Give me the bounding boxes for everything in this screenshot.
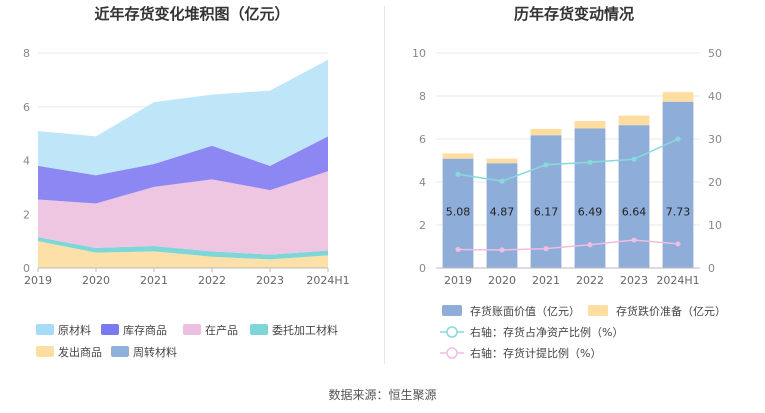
x-tick-label: 2023 [256, 274, 284, 287]
y2-tick-label: 10 [708, 219, 722, 232]
area-series-原材料 [38, 59, 328, 176]
area-series-在产品 [38, 171, 328, 255]
legend-marker [446, 326, 458, 338]
legend-marker [446, 347, 458, 359]
legend-swatch [111, 346, 129, 357]
x-tick-label: 2022 [576, 274, 604, 287]
x-tick-label: 2019 [444, 274, 472, 287]
line-series [457, 138, 679, 182]
bar-book-value [662, 101, 694, 269]
line-series [457, 239, 679, 251]
y-tick-label: 4 [23, 155, 30, 168]
inventory-stacked-area-chart: 近年存货变化堆积图（亿元） 0 2 4 6 8 2019 2020 2021 2022 2023 20… [23, 5, 350, 359]
y-tick-label: 6 [419, 133, 426, 146]
y-tick-label: 4 [419, 176, 426, 189]
y2-tick-label: 40 [708, 90, 722, 103]
legend-label: 委托加工材料 [272, 323, 338, 337]
line-point [543, 246, 549, 252]
bar-value-label: 4.87 [490, 205, 515, 218]
bar-value-label: 6.64 [622, 205, 647, 218]
line-point [631, 156, 637, 162]
legend-swatch [101, 324, 119, 335]
bar-value-label: 5.08 [446, 205, 471, 218]
area-series-库存商品 [38, 136, 328, 204]
x-tick-label: 2021 [140, 274, 168, 287]
chart-title: 历年存货变动情况 [514, 5, 634, 23]
line-point [675, 136, 681, 142]
y-tick-label: 8 [23, 47, 30, 60]
line-point [587, 242, 593, 248]
y-tick-label: 0 [419, 262, 426, 275]
legend-swatch [36, 346, 54, 357]
legend-label: 在产品 [205, 323, 238, 337]
y-tick-label: 8 [419, 90, 426, 103]
line-point [499, 247, 505, 253]
legend-label: 发出商品 [58, 345, 102, 359]
y2-tick-label: 0 [708, 262, 715, 275]
x-tick-label: 2024H1 [656, 274, 699, 287]
data-source: 数据来源：恒生聚源 [328, 388, 437, 402]
legend-swatch [250, 324, 268, 335]
x-tick-label: 2021 [532, 274, 560, 287]
line-point [455, 171, 461, 177]
legend-swatch [36, 324, 54, 335]
legend-swatch [588, 305, 608, 316]
bar-value-label: 6.49 [578, 205, 603, 218]
bar-provision [442, 153, 474, 159]
panel-divider [384, 6, 385, 364]
x-tick-label: 2022 [198, 274, 226, 287]
bar-provision [662, 92, 694, 102]
y-tick-label: 2 [419, 219, 426, 232]
bar-provision [530, 128, 562, 136]
bar-provision [574, 120, 606, 129]
legend-label: 右轴：存货占净资产比例（%） [470, 325, 623, 339]
legend-swatch [442, 305, 462, 316]
bar-provision [486, 158, 518, 164]
line-point [587, 159, 593, 165]
y-tick-label: 10 [412, 47, 426, 60]
y-tick-label: 6 [23, 101, 30, 114]
area-series-委托加工材料 [38, 237, 328, 260]
bar-book-value [618, 125, 650, 269]
chart-title: 近年存货变化堆积图（亿元） [94, 5, 289, 23]
x-tick-label: 2020 [488, 274, 516, 287]
line-point [499, 178, 505, 184]
y2-tick-label: 30 [708, 133, 722, 146]
line-point [455, 246, 461, 253]
inventory-change-bar-chart: 历年存货变动情况 0 2 4 6 8 10 0 10 20 30 40 50 5.08 4.87 6.17 6.… [412, 5, 726, 360]
area-series-发出商品 [38, 241, 328, 268]
legend-label: 库存商品 [123, 323, 167, 337]
bar-provision [618, 115, 650, 126]
x-tick-label: 2024H1 [306, 274, 349, 287]
line-point [543, 162, 549, 168]
legend-label: 原材料 [58, 323, 91, 337]
legend-swatch [183, 324, 201, 335]
x-tick-label: 2023 [620, 274, 648, 287]
y-tick-label: 0 [23, 262, 30, 275]
y2-tick-label: 50 [708, 47, 722, 60]
bar-book-value [530, 135, 562, 268]
legend-label: 存货跌价准备（亿元） [616, 304, 726, 318]
legend-label: 右轴：存货计提比例（%） [470, 346, 601, 360]
x-tick-label: 2019 [24, 274, 52, 287]
y-tick-label: 2 [23, 208, 30, 221]
bar-value-label: 7.73 [666, 205, 691, 218]
bar-value-label: 6.17 [534, 205, 559, 218]
y2-tick-label: 20 [708, 176, 722, 189]
line-point [631, 237, 637, 243]
x-tick-label: 2020 [82, 274, 110, 287]
line-point [675, 241, 681, 247]
legend-label: 周转材料 [133, 345, 177, 359]
legend-label: 存货账面价值（亿元） [470, 304, 580, 318]
